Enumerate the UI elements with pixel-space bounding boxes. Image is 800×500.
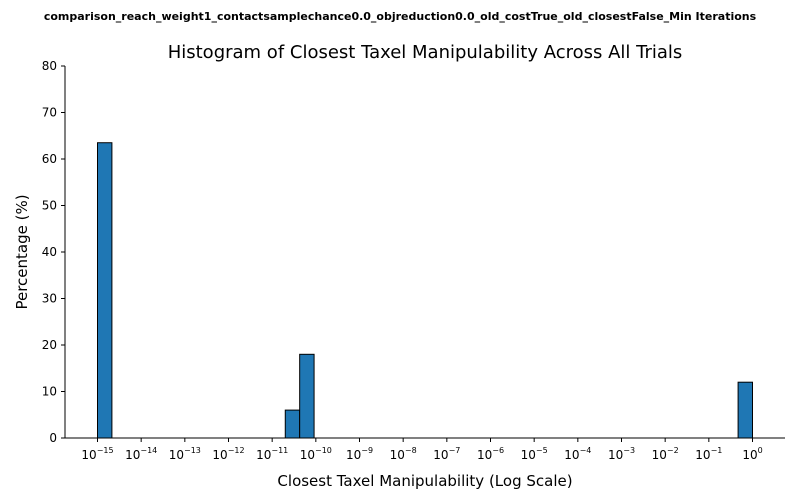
x-tick-label: 10−2: [652, 446, 679, 462]
y-axis: 0 10 20 30 40 50 60 70 80: [42, 59, 65, 445]
x-axis-label: Closest Taxel Manipulability (Log Scale): [277, 472, 572, 490]
x-tick-label: 10−10: [300, 446, 332, 462]
y-axis-label: Percentage (%): [13, 194, 31, 309]
y-tick-label: 10: [42, 385, 57, 399]
x-tick-label: 100: [742, 446, 762, 462]
x-tick-label: 10−4: [564, 446, 591, 462]
y-tick-label: 30: [42, 292, 57, 306]
x-tick-label: 10−13: [169, 446, 201, 462]
x-tick-label: 10−8: [390, 446, 417, 462]
y-tick-label: 60: [42, 152, 57, 166]
y-tick-label: 50: [42, 199, 57, 213]
x-tick-label: 10−1: [695, 446, 722, 462]
y-tick-label: 80: [42, 59, 57, 73]
y-tick-label: 40: [42, 245, 57, 259]
histogram-bar: [284, 409, 301, 439]
histogram-bar: [299, 353, 315, 439]
bars-group: [97, 142, 754, 439]
figure-suptitle: comparison_reach_weight1_contactsamplech…: [44, 10, 757, 23]
x-tick-label: 10−9: [346, 446, 373, 462]
x-tick-label: 10−11: [256, 446, 288, 462]
x-tick-label: 10−14: [125, 446, 157, 462]
x-tick-label: 10−15: [81, 446, 113, 462]
x-tick-label: 10−7: [433, 446, 460, 462]
chart-title: Histogram of Closest Taxel Manipulabilit…: [168, 42, 683, 63]
histogram-bar: [737, 381, 754, 439]
x-tick-label: 10−6: [477, 446, 504, 462]
x-tick-label: 10−3: [608, 446, 635, 462]
y-tick-label: 20: [42, 338, 57, 352]
y-tick-label: 70: [42, 106, 57, 120]
histogram-bar: [97, 142, 113, 439]
x-tick-label: 10−5: [521, 446, 548, 462]
x-axis: 10−15 10−14 10−13 10−12 10−11 10−10 10−9 10−8 10…: [81, 438, 763, 462]
y-tick-label: 0: [49, 431, 57, 445]
x-tick-label: 10−12: [212, 446, 244, 462]
